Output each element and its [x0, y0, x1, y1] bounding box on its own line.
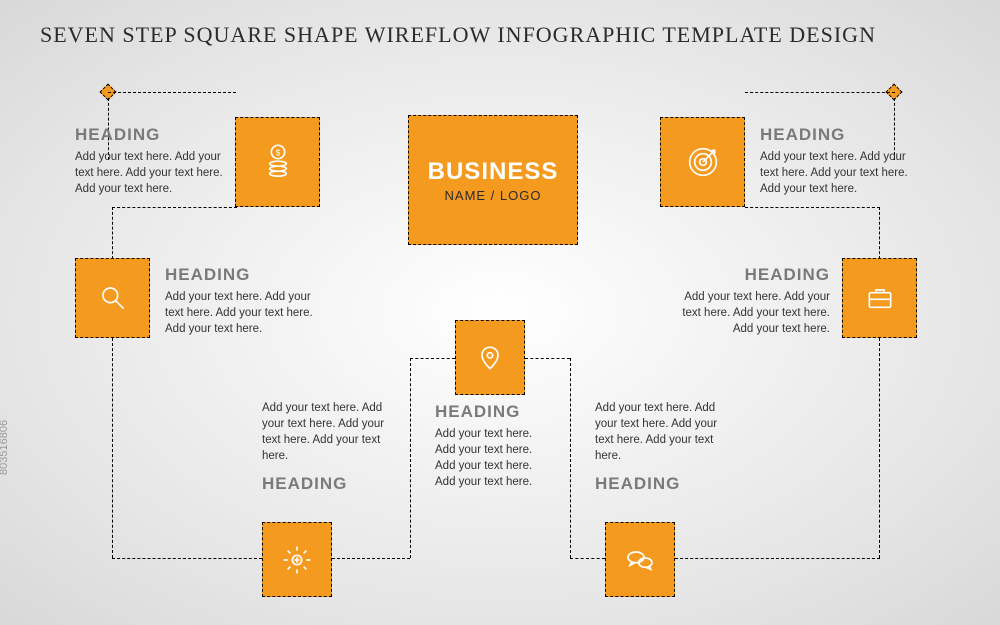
step-chat-text: Add your text here. Add your text here. … [595, 400, 725, 498]
gear-icon [281, 544, 313, 576]
step-body: Add your text here. Add your text here. … [595, 400, 725, 464]
business-name: BUSINESS [428, 158, 559, 186]
step-chat-box [605, 522, 675, 597]
step-briefcase-text: HEADING Add your text here. Add your tex… [670, 265, 830, 337]
central-logo-box: BUSINESS NAME / LOGO [408, 115, 578, 245]
step-heading: HEADING [435, 402, 555, 422]
step-gear-text: Add your text here. Add your text here. … [262, 400, 392, 498]
briefcase-icon [864, 282, 896, 314]
step-coins-text: HEADING Add your text here. Add your tex… [75, 125, 230, 197]
coins-icon: $ [258, 142, 298, 182]
step-body: Add your text here. Add your text here. … [760, 149, 915, 197]
step-body: Add your text here. Add your text here. … [670, 289, 830, 337]
step-pin-text: HEADING Add your text here. Add your tex… [435, 402, 555, 490]
chat-icon [624, 544, 656, 576]
step-target-text: HEADING Add your text here. Add your tex… [760, 125, 915, 197]
watermark-id: 803516806 [0, 420, 10, 475]
pin-icon [474, 342, 506, 374]
step-heading: HEADING [760, 125, 915, 145]
business-sub: NAME / LOGO [445, 188, 542, 203]
step-body: Add your text here. Add your text here. … [165, 289, 320, 337]
magnifier-icon [97, 282, 129, 314]
step-heading: HEADING [262, 474, 392, 494]
step-magnifier-text: HEADING Add your text here. Add your tex… [165, 265, 320, 337]
step-heading: HEADING [165, 265, 320, 285]
step-body: Add your text here. Add your text here. … [75, 149, 230, 197]
page-title: SEVEN STEP SQUARE SHAPE WIREFLOW INFOGRA… [40, 22, 876, 48]
step-body: Add your text here. Add your text here. … [435, 426, 555, 490]
step-heading: HEADING [670, 265, 830, 285]
step-pin-box [455, 320, 525, 395]
step-target-box [660, 117, 745, 207]
step-heading: HEADING [75, 125, 230, 145]
step-heading: HEADING [595, 474, 725, 494]
target-icon [683, 142, 723, 182]
step-magnifier-box [75, 258, 150, 338]
step-coins-box: $ [235, 117, 320, 207]
step-briefcase-box [842, 258, 917, 338]
svg-text:$: $ [275, 147, 280, 157]
step-body: Add your text here. Add your text here. … [262, 400, 392, 464]
step-gear-box [262, 522, 332, 597]
